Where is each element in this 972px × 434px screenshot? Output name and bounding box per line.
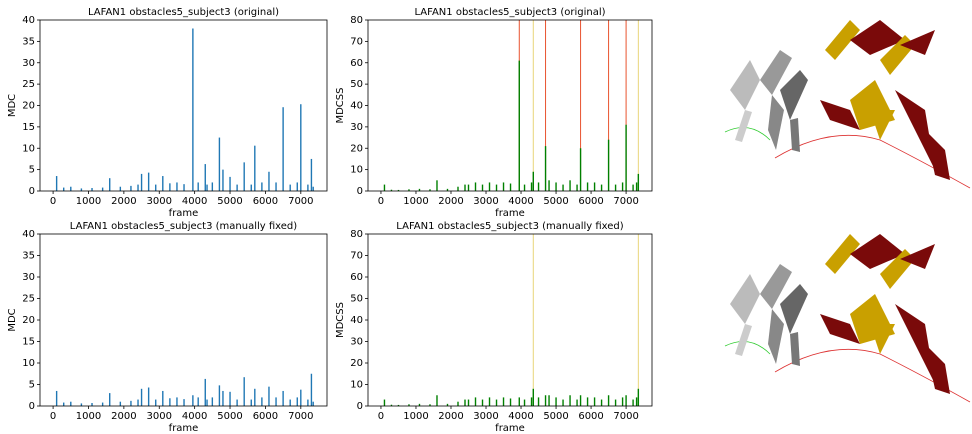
x-axis-label: frame [169, 423, 199, 434]
y-axis-label: MDCSS [335, 302, 346, 338]
skeleton-illustration [724, 20, 971, 403]
y-tick-label: 0 [29, 186, 35, 197]
x-tick-label: 2000 [111, 411, 136, 422]
y-tick-label: 10 [22, 358, 35, 369]
x-tick-label: 3000 [147, 196, 172, 207]
x-tick-label: 1000 [76, 411, 101, 422]
y-tick-label: 5 [29, 165, 35, 176]
x-tick-label: 5000 [543, 196, 568, 207]
y-tick-label: 40 [350, 315, 363, 326]
y-tick-label: 20 [350, 358, 363, 369]
y-tick-label: 50 [350, 294, 363, 305]
x-tick-label: 6000 [578, 196, 603, 207]
y-tick-label: 70 [350, 251, 363, 262]
chart: LAFAN1 obstacles5_subject3 (manually fix… [7, 221, 328, 434]
y-tick-label: 80 [350, 229, 363, 240]
x-tick-label: 7000 [613, 411, 638, 422]
x-tick-label: 5000 [543, 411, 568, 422]
y-tick-label: 30 [350, 337, 363, 348]
y-tick-label: 5 [29, 380, 35, 391]
y-tick-label: 15 [22, 122, 35, 133]
y-axis-label: MDCSS [335, 87, 346, 123]
chart: LAFAN1 obstacles5_subject3 (original) fra… [7, 7, 328, 219]
x-tick-label: 2000 [111, 196, 136, 207]
y-tick-label: 10 [22, 143, 35, 154]
chart: LAFAN1 obstacles5_subject3 (original) fra… [335, 7, 653, 219]
y-tick-label: 30 [22, 58, 35, 69]
x-tick-label: 6000 [253, 196, 278, 207]
y-tick-label: 20 [22, 101, 35, 112]
y-tick-label: 60 [350, 272, 363, 283]
chart: LAFAN1 obstacles5_subject3 (manually fix… [335, 221, 653, 434]
x-tick-label: 1000 [403, 411, 428, 422]
y-axis-label: MDC [7, 94, 18, 117]
x-tick-label: 4000 [508, 411, 533, 422]
y-tick-label: 25 [22, 79, 35, 90]
y-tick-label: 60 [350, 58, 363, 69]
axes-frame [367, 233, 653, 407]
x-tick-label: 7000 [613, 196, 638, 207]
x-tick-label: 5000 [217, 411, 242, 422]
chart-title: LAFAN1 obstacles5_subject3 (manually fix… [396, 221, 623, 232]
y-tick-label: 50 [350, 79, 363, 90]
x-tick-label: 0 [378, 196, 384, 207]
chart-title: LAFAN1 obstacles5_subject3 (manually fix… [70, 221, 297, 232]
x-tick-label: 1000 [403, 196, 428, 207]
y-tick-label: 20 [22, 315, 35, 326]
y-tick-label: 0 [29, 401, 35, 412]
y-tick-label: 30 [350, 122, 363, 133]
x-tick-label: 4000 [508, 196, 533, 207]
x-tick-label: 6000 [253, 411, 278, 422]
y-tick-label: 20 [350, 143, 363, 154]
y-axis-label: MDC [7, 308, 18, 331]
x-tick-label: 0 [50, 196, 56, 207]
x-tick-label: 6000 [578, 411, 603, 422]
y-tick-label: 0 [357, 186, 363, 197]
x-tick-label: 3000 [473, 411, 498, 422]
y-tick-label: 35 [22, 36, 35, 47]
x-tick-label: 3000 [473, 196, 498, 207]
axes-frame [39, 19, 328, 192]
y-tick-label: 80 [350, 15, 363, 26]
x-tick-label: 3000 [147, 411, 172, 422]
x-tick-label: 2000 [438, 411, 463, 422]
x-tick-label: 7000 [288, 196, 313, 207]
x-axis-label: frame [495, 208, 525, 219]
x-tick-label: 2000 [438, 196, 463, 207]
x-tick-label: 4000 [182, 411, 207, 422]
x-tick-label: 0 [50, 411, 56, 422]
x-axis-label: frame [169, 208, 199, 219]
y-tick-label: 70 [350, 36, 363, 47]
y-tick-label: 40 [22, 229, 35, 240]
x-tick-label: 0 [378, 411, 384, 422]
y-tick-label: 0 [357, 401, 363, 412]
y-tick-label: 15 [22, 337, 35, 348]
x-tick-label: 4000 [182, 196, 207, 207]
y-tick-label: 30 [22, 272, 35, 283]
y-tick-label: 10 [350, 165, 363, 176]
y-tick-label: 10 [350, 380, 363, 391]
x-tick-label: 1000 [76, 196, 101, 207]
x-tick-label: 5000 [217, 196, 242, 207]
y-tick-label: 35 [22, 251, 35, 262]
x-tick-label: 7000 [288, 411, 313, 422]
x-axis-label: frame [495, 423, 525, 434]
chart-title: LAFAN1 obstacles5_subject3 (original) [414, 7, 605, 18]
y-tick-label: 40 [22, 15, 35, 26]
y-tick-label: 40 [350, 101, 363, 112]
chart-title: LAFAN1 obstacles5_subject3 (original) [88, 7, 279, 18]
y-tick-label: 25 [22, 294, 35, 305]
axes-frame [39, 233, 328, 407]
axes-frame [367, 19, 653, 192]
